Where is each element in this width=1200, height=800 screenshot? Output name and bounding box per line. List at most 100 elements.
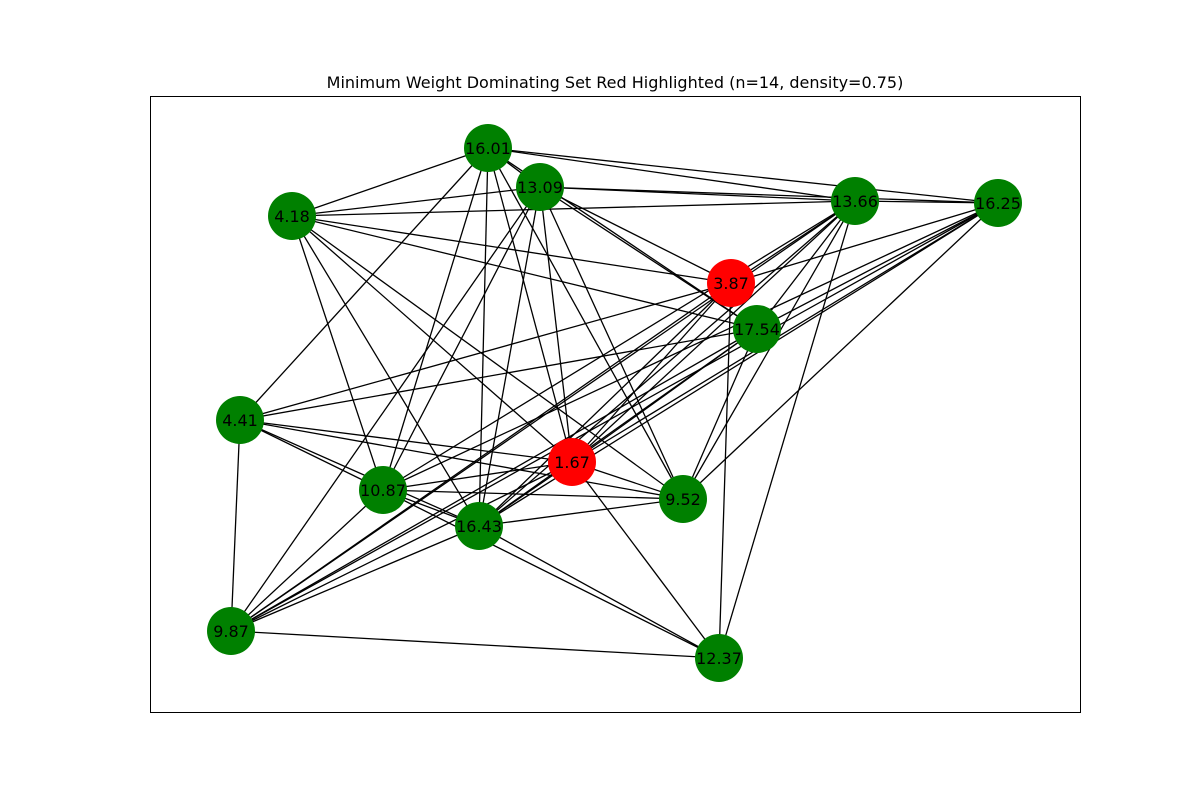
graph-node: 13.09 bbox=[516, 163, 564, 211]
node-label: 16.01 bbox=[465, 139, 511, 158]
graph-node: 9.87 bbox=[207, 607, 255, 655]
graph-edge bbox=[230, 328, 758, 632]
graph-node: 4.18 bbox=[268, 192, 316, 240]
graph-edge bbox=[230, 282, 732, 632]
node-circle bbox=[207, 607, 255, 655]
graph-edge bbox=[230, 202, 999, 632]
node-label: 4.41 bbox=[222, 411, 258, 430]
graph-edge bbox=[230, 419, 241, 632]
graph-node: 4.41 bbox=[216, 396, 264, 444]
graph-edge bbox=[230, 525, 480, 632]
graph-edge bbox=[230, 489, 384, 632]
node-label: 10.87 bbox=[360, 481, 406, 500]
graph-edge bbox=[487, 147, 856, 202]
node-circle bbox=[359, 466, 407, 514]
node-circle bbox=[659, 475, 707, 523]
node-circle bbox=[464, 124, 512, 172]
graph-edge bbox=[571, 202, 999, 463]
graph-edge bbox=[230, 461, 573, 632]
node-label: 16.25 bbox=[975, 194, 1021, 213]
graph-edge bbox=[239, 419, 684, 500]
node-circle bbox=[216, 396, 264, 444]
graph-node: 16.25 bbox=[974, 179, 1022, 227]
node-label: 9.52 bbox=[665, 490, 701, 509]
graph-edge bbox=[239, 419, 480, 527]
graph-node: 12.37 bbox=[695, 634, 743, 682]
graph-edge bbox=[571, 200, 856, 463]
graph-edge bbox=[291, 215, 758, 330]
node-circle bbox=[516, 163, 564, 211]
node-label: 1.67 bbox=[554, 453, 590, 472]
graph-edge bbox=[239, 282, 732, 421]
graph-edge bbox=[478, 186, 541, 527]
graph-edge bbox=[478, 498, 684, 527]
graph-edge bbox=[478, 328, 758, 527]
graph-edge bbox=[230, 186, 541, 632]
plot-frame bbox=[150, 96, 1081, 713]
node-label: 9.87 bbox=[213, 622, 249, 641]
dominating-node: 3.87 bbox=[707, 259, 755, 307]
graph-edge bbox=[382, 489, 684, 500]
graph-edge bbox=[382, 147, 489, 491]
graph-edge bbox=[682, 200, 856, 500]
graph-edge bbox=[239, 147, 489, 421]
graph-edge bbox=[239, 328, 758, 421]
node-label: 3.87 bbox=[713, 274, 749, 293]
node-circle bbox=[268, 192, 316, 240]
graph-edge bbox=[239, 419, 384, 491]
graph-edge bbox=[382, 489, 720, 659]
graph-edge bbox=[487, 147, 999, 204]
graph-edge bbox=[539, 186, 684, 500]
node-label: 12.37 bbox=[696, 649, 742, 668]
graph-edge bbox=[539, 186, 573, 463]
graph-node: 16.01 bbox=[464, 124, 512, 172]
graph-edge bbox=[291, 147, 489, 217]
node-circle bbox=[707, 259, 755, 307]
graph-edge bbox=[539, 186, 758, 330]
dominating-node: 1.67 bbox=[548, 438, 596, 486]
graph-edge bbox=[539, 186, 999, 204]
node-circle bbox=[455, 502, 503, 550]
graph-edge bbox=[239, 419, 573, 463]
node-circle bbox=[733, 305, 781, 353]
graph-node: 17.54 bbox=[733, 305, 781, 353]
graph-node: 13.66 bbox=[831, 177, 879, 225]
graph-edge bbox=[291, 186, 541, 217]
node-label: 4.18 bbox=[274, 207, 310, 226]
graph-edge bbox=[291, 200, 856, 217]
nodes-layer: 16.01 13.09 4.18 13.66 16.25 3.87 17.54 4.41 1.6… bbox=[207, 124, 1022, 682]
graph-edge bbox=[571, 461, 720, 659]
graph-edge bbox=[539, 186, 732, 284]
graph-edge bbox=[291, 215, 732, 284]
graph-edge bbox=[291, 215, 480, 527]
node-circle bbox=[831, 177, 879, 225]
graph-edge bbox=[730, 202, 999, 284]
graph-edge bbox=[487, 147, 573, 463]
graph-node: 10.87 bbox=[359, 466, 407, 514]
node-circle bbox=[695, 634, 743, 682]
node-label: 17.54 bbox=[734, 320, 780, 339]
graph-edge bbox=[478, 525, 720, 659]
graph-edge bbox=[571, 282, 732, 463]
graph-edge bbox=[718, 200, 856, 659]
node-label: 13.66 bbox=[832, 192, 878, 211]
graph-edge bbox=[382, 461, 573, 491]
graph-edge bbox=[756, 202, 999, 330]
graph-edge bbox=[478, 200, 856, 527]
graph-edge bbox=[291, 215, 573, 463]
graph-edge bbox=[291, 215, 384, 491]
graph-edge bbox=[478, 282, 732, 527]
graph-edge bbox=[682, 202, 999, 500]
graph-edge bbox=[382, 202, 999, 491]
graph-edge bbox=[230, 630, 720, 659]
graph-node: 16.43 bbox=[455, 502, 503, 550]
graph-edge bbox=[682, 328, 758, 500]
graph-edge bbox=[382, 200, 856, 491]
graph-edge bbox=[291, 215, 684, 500]
node-label: 16.43 bbox=[456, 517, 502, 536]
node-circle bbox=[974, 179, 1022, 227]
chart-title: Minimum Weight Dominating Set Red Highli… bbox=[327, 73, 904, 92]
graph-node: 9.52 bbox=[659, 475, 707, 523]
node-circle bbox=[548, 438, 596, 486]
